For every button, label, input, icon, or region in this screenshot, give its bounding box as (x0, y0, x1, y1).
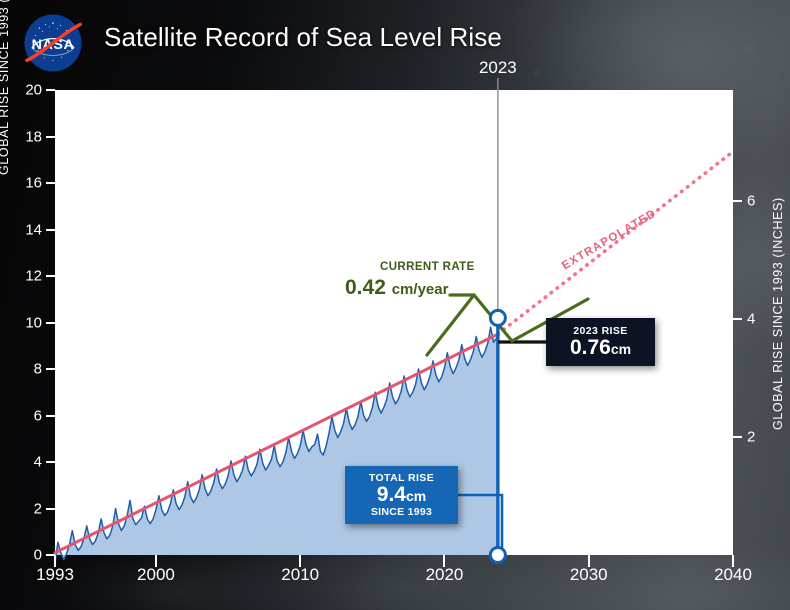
page-title: Satellite Record of Sea Level Rise (104, 22, 502, 52)
x-tick-mark (154, 555, 157, 567)
y-tick-label: 6 (33, 407, 42, 424)
y-tick-label: 8 (33, 360, 42, 378)
total-rise-connector (458, 493, 504, 551)
total-rise-callout: TOTAL RISE 9.4cm SINCE 1993 (345, 466, 458, 524)
y-tick-mark (46, 182, 55, 184)
x-tick-label: 2030 (569, 565, 608, 584)
y-axis-right-title: GLOBAL RISE SINCE 1993 (INCHES) (771, 197, 785, 430)
y-tick-mark (46, 321, 55, 324)
x-tick-mark (443, 555, 446, 567)
y-tick-label: 12 (25, 267, 42, 285)
y-tick-mark (46, 368, 55, 370)
y-tick-mark (46, 554, 55, 556)
y-tick-label: 16 (25, 174, 42, 192)
y-tick-label: 18 (25, 128, 42, 145)
rise-2023-unit: cm (610, 340, 632, 357)
y-tick-label: 2 (33, 500, 42, 517)
observed-data-line (54, 326, 499, 564)
y-tick-label: 4 (33, 453, 42, 471)
x-tick-label: 2010 (281, 565, 320, 584)
trend-line (53, 332, 500, 555)
y-tick-mark-right (733, 199, 742, 202)
rise-2023-value: 0.76cm (569, 335, 632, 359)
total-rise-subtext: SINCE 1993 (370, 506, 433, 519)
marker-year-label: 2023 (478, 58, 517, 77)
total-rise-value: 9.4cm (376, 482, 427, 506)
y-tick-mark (46, 414, 55, 417)
y-tick-mark-right (733, 435, 742, 438)
current-rate-connector (425, 293, 590, 357)
y-tick-label: 20 (25, 81, 42, 99)
x-tick-label: 2020 (425, 565, 464, 584)
nasa-logo-icon: NASA (24, 14, 82, 72)
y-tick-mark (46, 507, 55, 510)
total-rise-heading: TOTAL RISE (368, 471, 435, 484)
x-tick-mark (54, 555, 56, 567)
x-tick-label: 2000 (137, 565, 175, 584)
total-rise-unit: cm (405, 487, 427, 504)
y-tick-mark (46, 275, 55, 277)
extrapolated-line (496, 149, 735, 336)
y-tick-label-right: 2 (747, 428, 756, 446)
rise-2023-heading: 2023 RISE (573, 324, 628, 337)
x-tick-mark (587, 555, 590, 567)
x-tick-label: 2040 (714, 565, 752, 584)
x-tick-mark (299, 555, 302, 567)
y-tick-label-right: 4 (747, 310, 756, 328)
y-tick-mark (46, 135, 55, 138)
current-rate-value: 0.42 cm/year (345, 276, 449, 299)
x-tick-mark (732, 555, 734, 567)
rise-2023-callout: 2023 RISE 0.76cm (546, 318, 655, 366)
baseline-marker (488, 546, 507, 564)
y-tick-label-right: 6 (747, 192, 756, 210)
x-tick-label: 1993 (36, 565, 74, 584)
y-tick-label: 0 (33, 546, 42, 564)
y-tick-label: 14 (25, 221, 42, 238)
y-tick-mark (46, 228, 55, 231)
current-rate-unit: cm/year (391, 281, 449, 298)
y-tick-label: 10 (25, 314, 42, 331)
y-tick-mark (46, 461, 55, 463)
rise-2023-marker (488, 308, 507, 327)
y-tick-mark (46, 89, 55, 91)
observed-area-fill (55, 327, 498, 564)
y-tick-mark-right (733, 317, 742, 320)
current-rate-heading: CURRENT RATE (380, 261, 475, 273)
